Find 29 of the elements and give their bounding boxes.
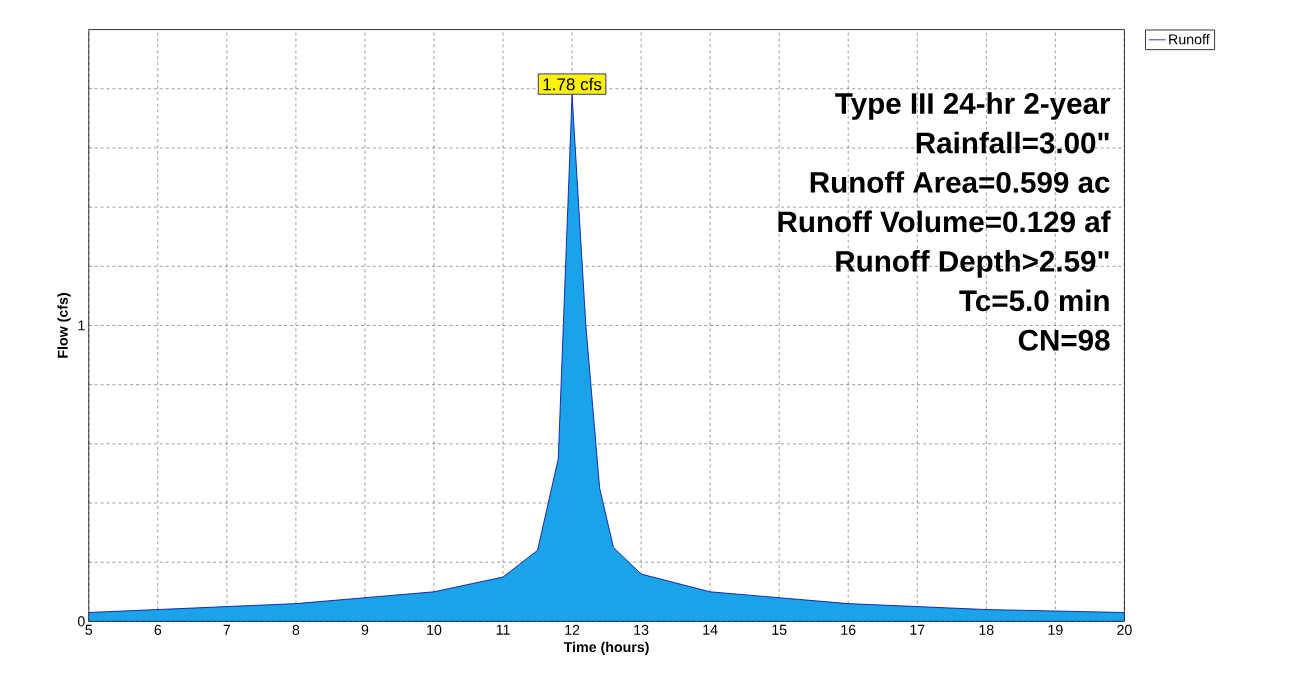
x-tick-label: 10 — [427, 624, 442, 635]
x-tick-label: 20 — [1117, 624, 1132, 635]
x-tick-label: 18 — [979, 624, 994, 635]
annotation: Runoff Volume=0.129 af — [778, 210, 1111, 233]
annotation: Runoff Depth>2.59" — [836, 249, 1109, 278]
x-tick-label: 14 — [703, 624, 718, 635]
x-axis-title: Time (hours) — [563, 641, 649, 655]
annotation: CN=98 — [1018, 329, 1110, 351]
x-tick-label: 17 — [910, 624, 925, 635]
legend-label: Runoff — [1169, 33, 1210, 45]
x-tick-label: 15 — [772, 624, 787, 635]
x-tick-label: 6 — [154, 624, 162, 635]
x-tick-label: 5 — [85, 624, 93, 635]
y-axis-title: Flow (cfs) — [57, 292, 71, 358]
x-tick-label: 9 — [361, 624, 369, 635]
x-tick-label: 19 — [1048, 624, 1063, 635]
x-tick-label: 8 — [292, 624, 300, 635]
annotation: Tc=5.0 min — [959, 289, 1109, 312]
annotation: 1.78 cfs — [543, 77, 602, 91]
x-tick-label: 12 — [565, 624, 580, 635]
x-tick-label: 13 — [634, 624, 649, 635]
annotation: Type III 24-hr 2-year — [835, 92, 1111, 120]
x-tick-label: 16 — [841, 624, 856, 635]
x-tick-label: 11 — [496, 624, 510, 635]
x-tick-label: 7 — [223, 624, 231, 635]
annotation: Rainfall=3.00" — [916, 131, 1109, 154]
annotation: Runoff Area=0.599 ac — [810, 170, 1110, 193]
y-tick-label: 0 — [77, 616, 85, 627]
y-tick-label: 1 — [78, 320, 85, 331]
